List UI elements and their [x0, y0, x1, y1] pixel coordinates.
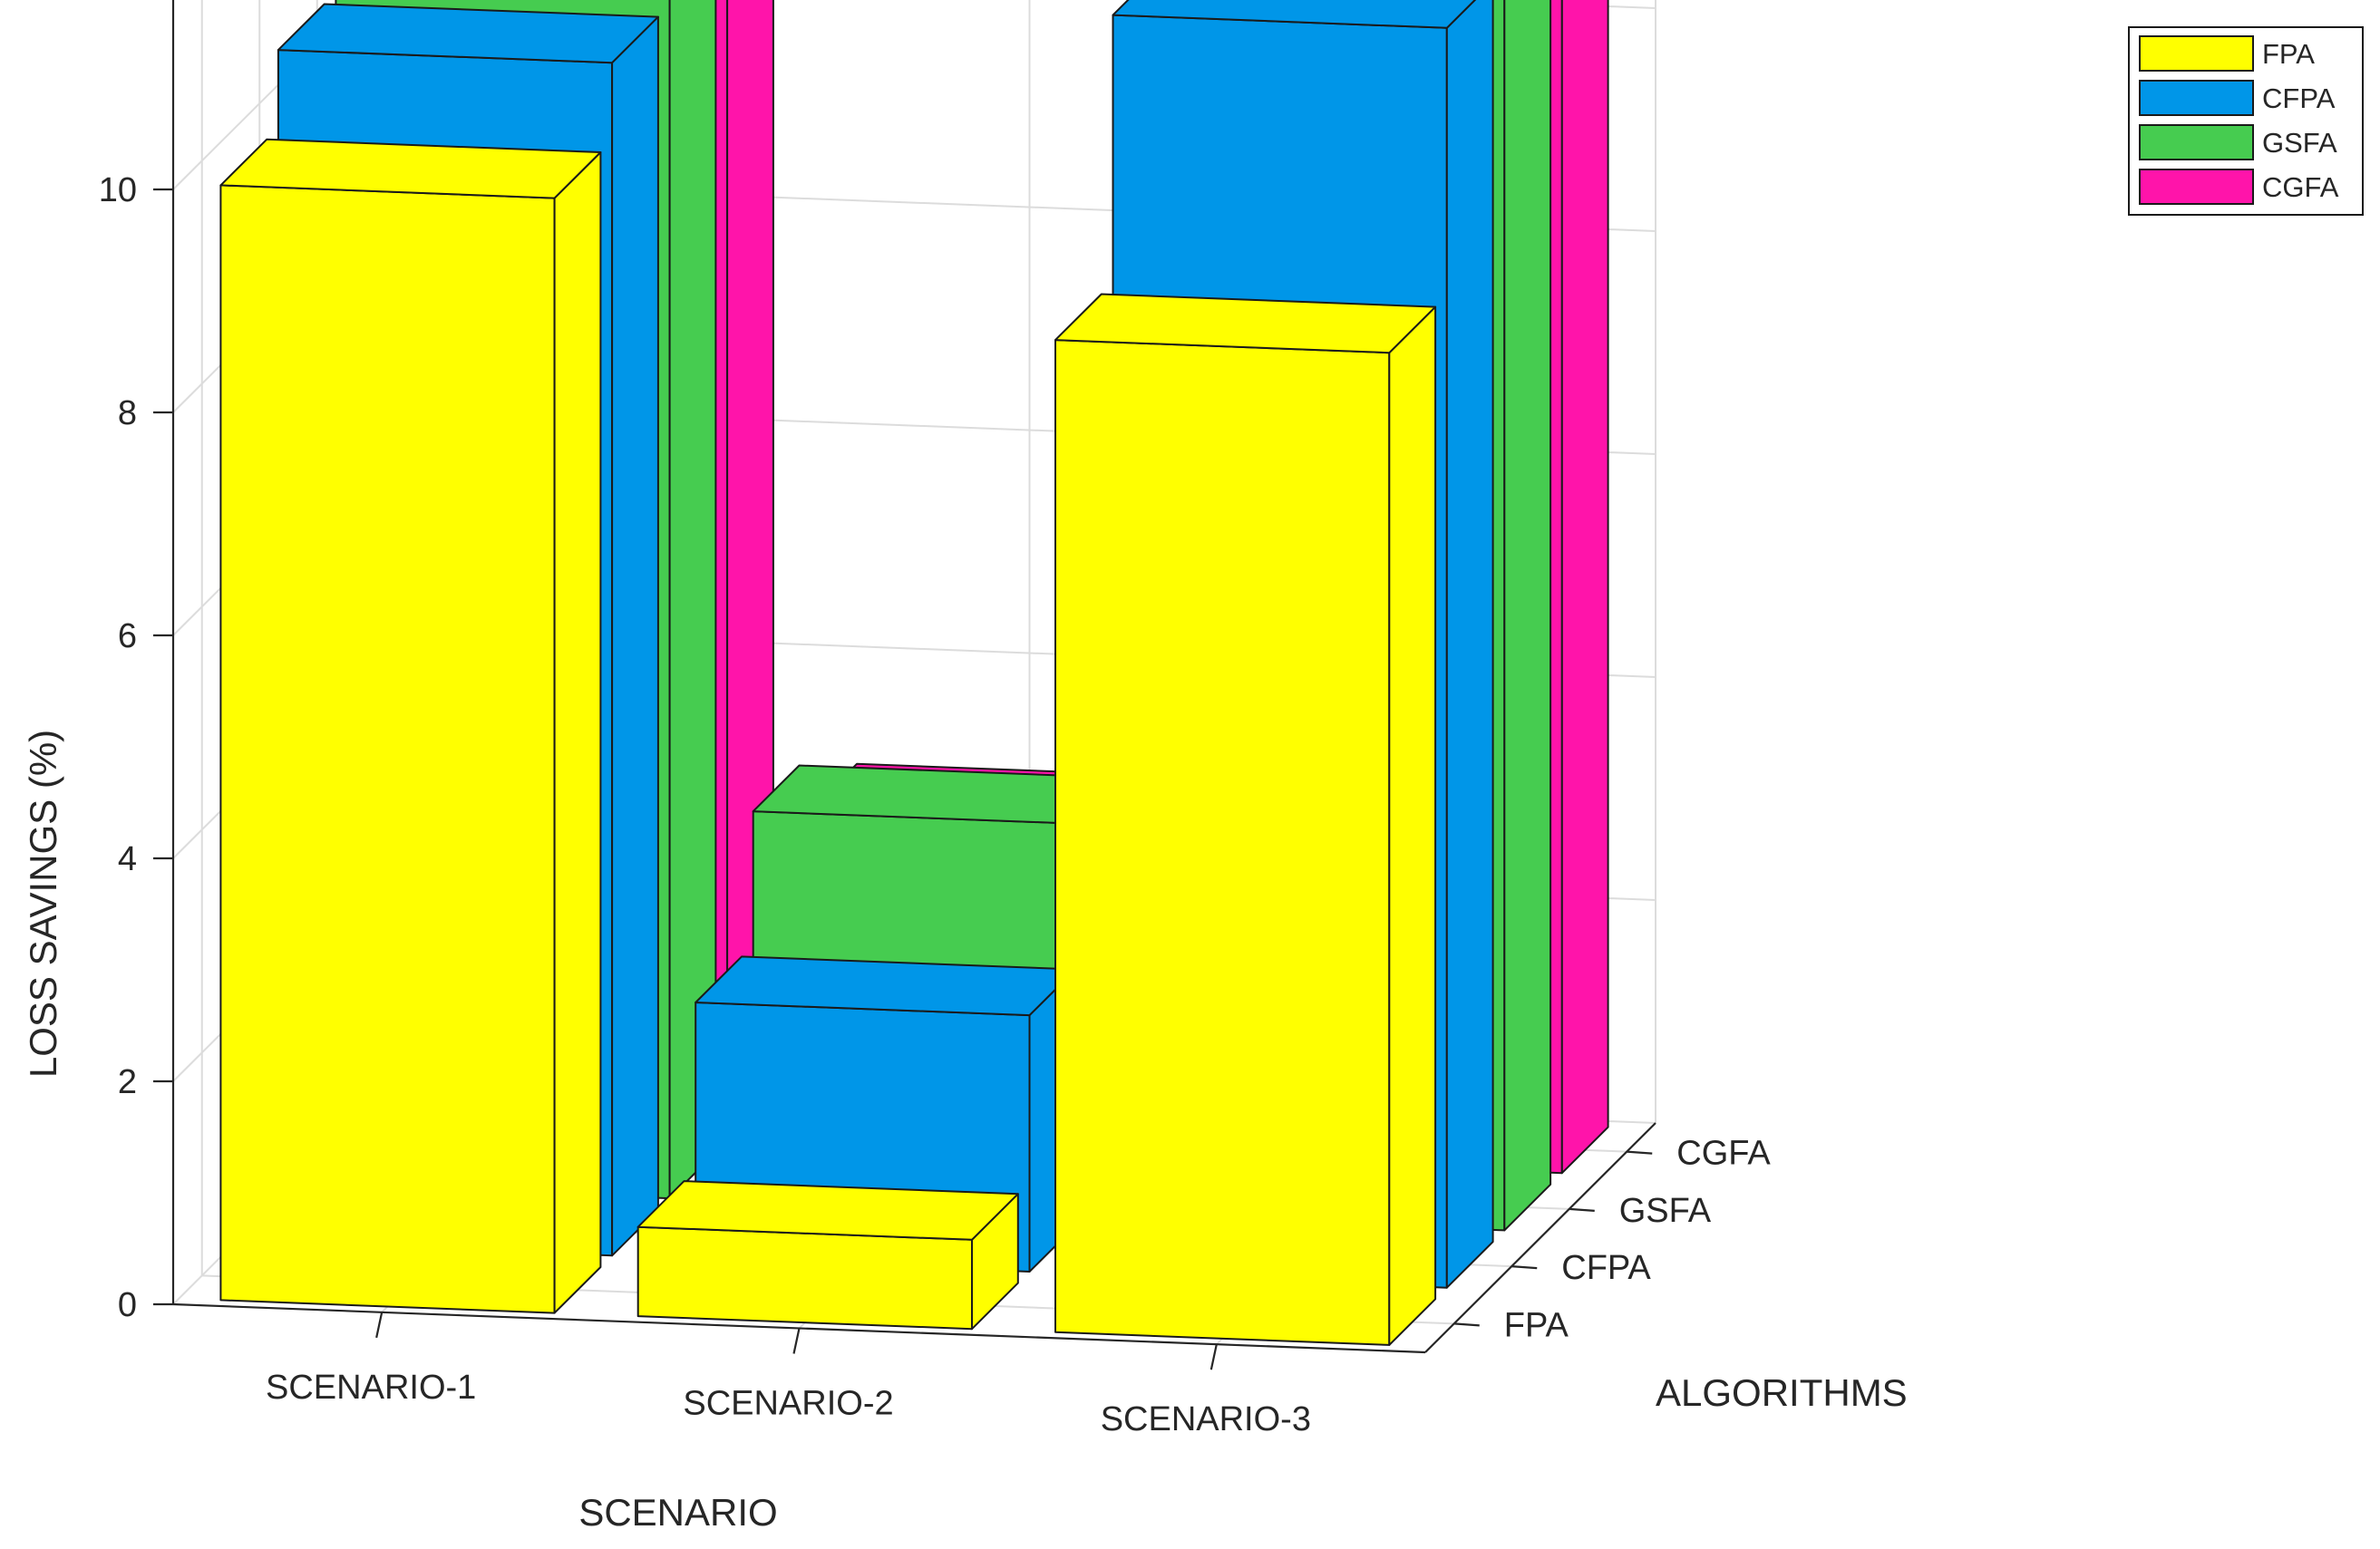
- y-tick-label: CFPA: [1561, 1249, 1651, 1287]
- bar-fpa-scenario-3: [1054, 293, 1437, 1346]
- legend-label-gsfa: GSFA: [2262, 127, 2337, 159]
- bar-side-face: [1503, 0, 1552, 1232]
- bars-layer: [219, 0, 1609, 1346]
- bar-front-face: [1054, 339, 1391, 1346]
- bar-top-face: [636, 1180, 1019, 1241]
- y-tick-label: FPA: [1504, 1306, 1569, 1344]
- x-tick-label: SCENARIO-3: [1101, 1400, 1311, 1438]
- legend-label-cgfa: CGFA: [2262, 171, 2339, 203]
- bar-side-face: [611, 15, 659, 1257]
- bar-side-face: [1445, 0, 1494, 1289]
- bar-fpa-scenario-2: [636, 1180, 1019, 1331]
- legend-label-fpa: FPA: [2262, 38, 2315, 70]
- x-axis-tick: [375, 1312, 384, 1339]
- z-tick-label: 6: [118, 617, 137, 655]
- bar-side-face: [553, 151, 602, 1314]
- bar-fpa-scenario-1: [219, 138, 602, 1314]
- legend-label-cfpa: CFPA: [2262, 82, 2336, 114]
- legend: FPA CFPA GSFA CGFA: [2128, 26, 2364, 216]
- bar-side-face: [1560, 0, 1609, 1175]
- bar-front-face: [219, 184, 556, 1314]
- y-axis-tick: [1511, 1265, 1538, 1270]
- bar-top-face: [219, 138, 602, 199]
- y-axis-tick: [1453, 1322, 1480, 1327]
- x-axis-title: SCENARIO: [578, 1491, 777, 1534]
- y-axis-tick: [1627, 1150, 1653, 1155]
- z-tick-label: 8: [118, 394, 137, 432]
- bar-top-face: [1112, 0, 1477, 29]
- bar-top-face: [1054, 293, 1437, 354]
- y-axis-tick: [1569, 1207, 1595, 1212]
- y-axis-line: [1424, 1122, 1656, 1353]
- legend-swatch-gsfa: [2139, 124, 2254, 160]
- y-tick-label: CGFA: [1676, 1135, 1771, 1173]
- x-axis-tick: [792, 1328, 801, 1354]
- z-tick-label: 4: [118, 840, 137, 878]
- x-tick-label: SCENARIO-2: [683, 1385, 893, 1423]
- legend-swatch-cgfa: [2139, 169, 2254, 205]
- legend-swatch-fpa: [2139, 35, 2254, 72]
- legend-swatch-cfpa: [2139, 80, 2254, 116]
- x-axis-tick: [1209, 1343, 1218, 1370]
- z-tick-label: 0: [118, 1286, 137, 1324]
- bar-side-face: [1388, 305, 1437, 1346]
- x-tick-label: SCENARIO-1: [266, 1369, 476, 1407]
- bar-top-face: [277, 3, 659, 64]
- y-tick-label: GSFA: [1619, 1192, 1712, 1230]
- axes-layer: 024681012SCENARIO-1SCENARIO-2SCENARIO-3F…: [99, 0, 1771, 1438]
- bar-front-face: [636, 1225, 973, 1331]
- z-axis-title: LOSS SAVINGS (%): [22, 730, 64, 1078]
- z-tick-label: 10: [99, 171, 137, 209]
- z-tick-label: 2: [118, 1063, 137, 1101]
- y-axis-title: ALGORITHMS: [1656, 1371, 1908, 1414]
